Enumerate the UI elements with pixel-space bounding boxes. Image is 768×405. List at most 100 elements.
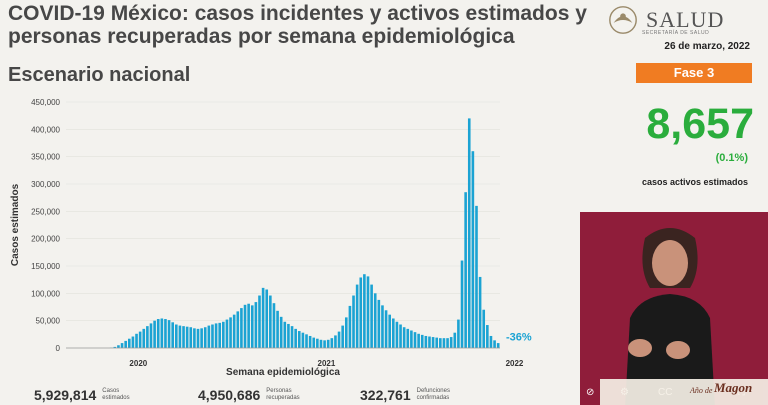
bar [258, 295, 261, 348]
bar [392, 318, 395, 348]
bar [435, 337, 439, 348]
bar [247, 303, 250, 348]
bar [167, 320, 171, 348]
bar [384, 310, 388, 348]
bar [399, 324, 402, 348]
bar [352, 295, 355, 348]
bar [395, 321, 399, 348]
scenario-subtitle: Escenario nacional [8, 64, 191, 86]
bar [301, 332, 305, 348]
bar [222, 321, 225, 348]
bar [424, 335, 428, 348]
bar [287, 323, 290, 348]
stat-recovered: 4,950,686 Personas recuperadas [198, 385, 306, 405]
bar [457, 319, 460, 348]
bar [417, 333, 420, 348]
no-autoplay-icon[interactable]: ⊘ [586, 387, 595, 398]
logo-text: SALUD [646, 7, 725, 32]
active-cases-percent: (0.1%) [715, 152, 748, 164]
bar [475, 205, 478, 348]
active-cases-caption: casos activos estimados [641, 177, 748, 187]
bar [294, 328, 297, 348]
bar [493, 340, 496, 348]
page-title: COVID-19 México: casos incidentes y acti… [8, 2, 587, 48]
bar [381, 305, 384, 348]
logo-subtext: SECRETARÍA DE SALUD [642, 30, 710, 36]
y-tick-label: 50,000 [36, 317, 61, 326]
bar [211, 324, 214, 348]
y-tick-label: 200,000 [31, 235, 60, 244]
bar [482, 309, 486, 348]
bar [341, 325, 344, 348]
bar [431, 337, 435, 348]
bar [439, 338, 442, 348]
bar [370, 284, 373, 348]
bar [471, 151, 475, 348]
bar [453, 332, 457, 348]
y-tick-label: 250,000 [31, 207, 60, 216]
stat-label: Casos estimados [102, 388, 130, 401]
bar [373, 293, 377, 348]
bar [185, 326, 189, 348]
bar [297, 331, 301, 348]
stat-value: 4,950,686 [198, 387, 261, 403]
y-tick-label: 350,000 [31, 153, 60, 162]
bar [319, 339, 323, 348]
bar [406, 328, 410, 348]
bar [171, 322, 174, 348]
bar [142, 328, 146, 348]
bar [236, 311, 240, 348]
active-cases-value: 8,657 [646, 100, 754, 148]
bar [290, 326, 294, 348]
stat-estimated-cases: 5,929,814 Casos estimados [34, 385, 142, 405]
bar [478, 276, 482, 348]
bar [344, 317, 348, 348]
bar [312, 337, 316, 348]
bar [182, 326, 185, 348]
bar [410, 330, 413, 348]
bar [254, 302, 258, 348]
bar [127, 338, 131, 348]
y-axis-label: Casos estimados [10, 183, 21, 266]
bar [326, 339, 330, 348]
sign-language-video[interactable]: ⊘ ⚙ CC ⛶ [580, 212, 768, 405]
bar [446, 338, 449, 348]
bar [269, 295, 272, 348]
bar [240, 308, 243, 348]
salud-logo: SALUD [604, 2, 764, 38]
bar [486, 325, 489, 348]
bar [363, 274, 366, 348]
stat-label: Personas recuperadas [266, 388, 300, 401]
bar [283, 321, 287, 348]
bar [124, 340, 127, 348]
bar [388, 314, 391, 348]
bar [467, 118, 471, 349]
bar [229, 317, 232, 348]
bar [496, 343, 500, 348]
bar [113, 346, 117, 348]
x-axis-label: Semana epidemiológica [226, 367, 340, 378]
stat-value: 5,929,814 [34, 387, 97, 403]
bar [146, 326, 149, 348]
bar [348, 305, 352, 348]
year-tick-label: 2022 [506, 359, 524, 368]
bar [276, 310, 279, 348]
bar [250, 305, 254, 348]
bar [460, 260, 464, 348]
bar [442, 338, 446, 348]
eagle-emblem-icon [609, 6, 637, 34]
y-tick-label: 450,000 [31, 98, 60, 107]
bar [175, 324, 178, 348]
bar [420, 334, 424, 348]
bar [218, 322, 222, 348]
bar [261, 287, 265, 348]
bar [196, 328, 200, 348]
weekly-cases-chart: 0 50,000 100,000 150,000 200,000 250,000 300,0… [10, 98, 532, 378]
bar [272, 303, 276, 348]
bar [135, 333, 138, 348]
y-tick-label: 400,000 [31, 125, 60, 134]
bar [189, 327, 193, 348]
y-tick-label: 300,000 [31, 180, 60, 189]
y-tick-label: 150,000 [31, 262, 60, 271]
magon-banner [600, 379, 768, 405]
